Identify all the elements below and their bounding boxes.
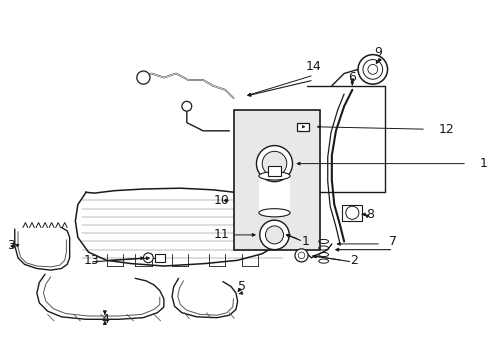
Circle shape (182, 102, 191, 111)
Text: 6: 6 (347, 71, 356, 84)
Text: 12: 12 (438, 123, 453, 136)
Circle shape (362, 59, 382, 79)
Text: 8: 8 (366, 208, 374, 221)
Text: 10: 10 (213, 194, 229, 207)
Circle shape (357, 55, 387, 84)
Text: 3: 3 (7, 239, 16, 252)
Circle shape (265, 226, 283, 244)
Bar (342, 204, 362, 221)
Circle shape (345, 206, 358, 219)
Text: 14: 14 (305, 60, 321, 73)
Bar (297, 123, 308, 131)
Circle shape (256, 145, 292, 182)
Bar (258, 176, 289, 213)
Circle shape (262, 151, 286, 176)
Circle shape (298, 252, 304, 258)
FancyBboxPatch shape (233, 111, 319, 249)
Circle shape (259, 220, 288, 249)
Text: 9: 9 (374, 46, 382, 59)
Ellipse shape (258, 209, 289, 217)
Text: 11: 11 (213, 228, 229, 242)
Ellipse shape (258, 172, 289, 180)
Text: 2: 2 (349, 254, 357, 267)
Text: 15: 15 (479, 157, 488, 170)
Circle shape (294, 249, 307, 262)
Bar (155, 254, 164, 262)
Text: 4: 4 (101, 313, 109, 326)
Circle shape (137, 71, 150, 84)
Text: 13: 13 (84, 254, 100, 267)
Text: 5: 5 (237, 280, 245, 293)
Text: 1: 1 (301, 235, 309, 248)
Text: 7: 7 (388, 235, 396, 248)
Circle shape (143, 253, 153, 263)
Circle shape (367, 64, 377, 74)
Bar (267, 166, 281, 176)
